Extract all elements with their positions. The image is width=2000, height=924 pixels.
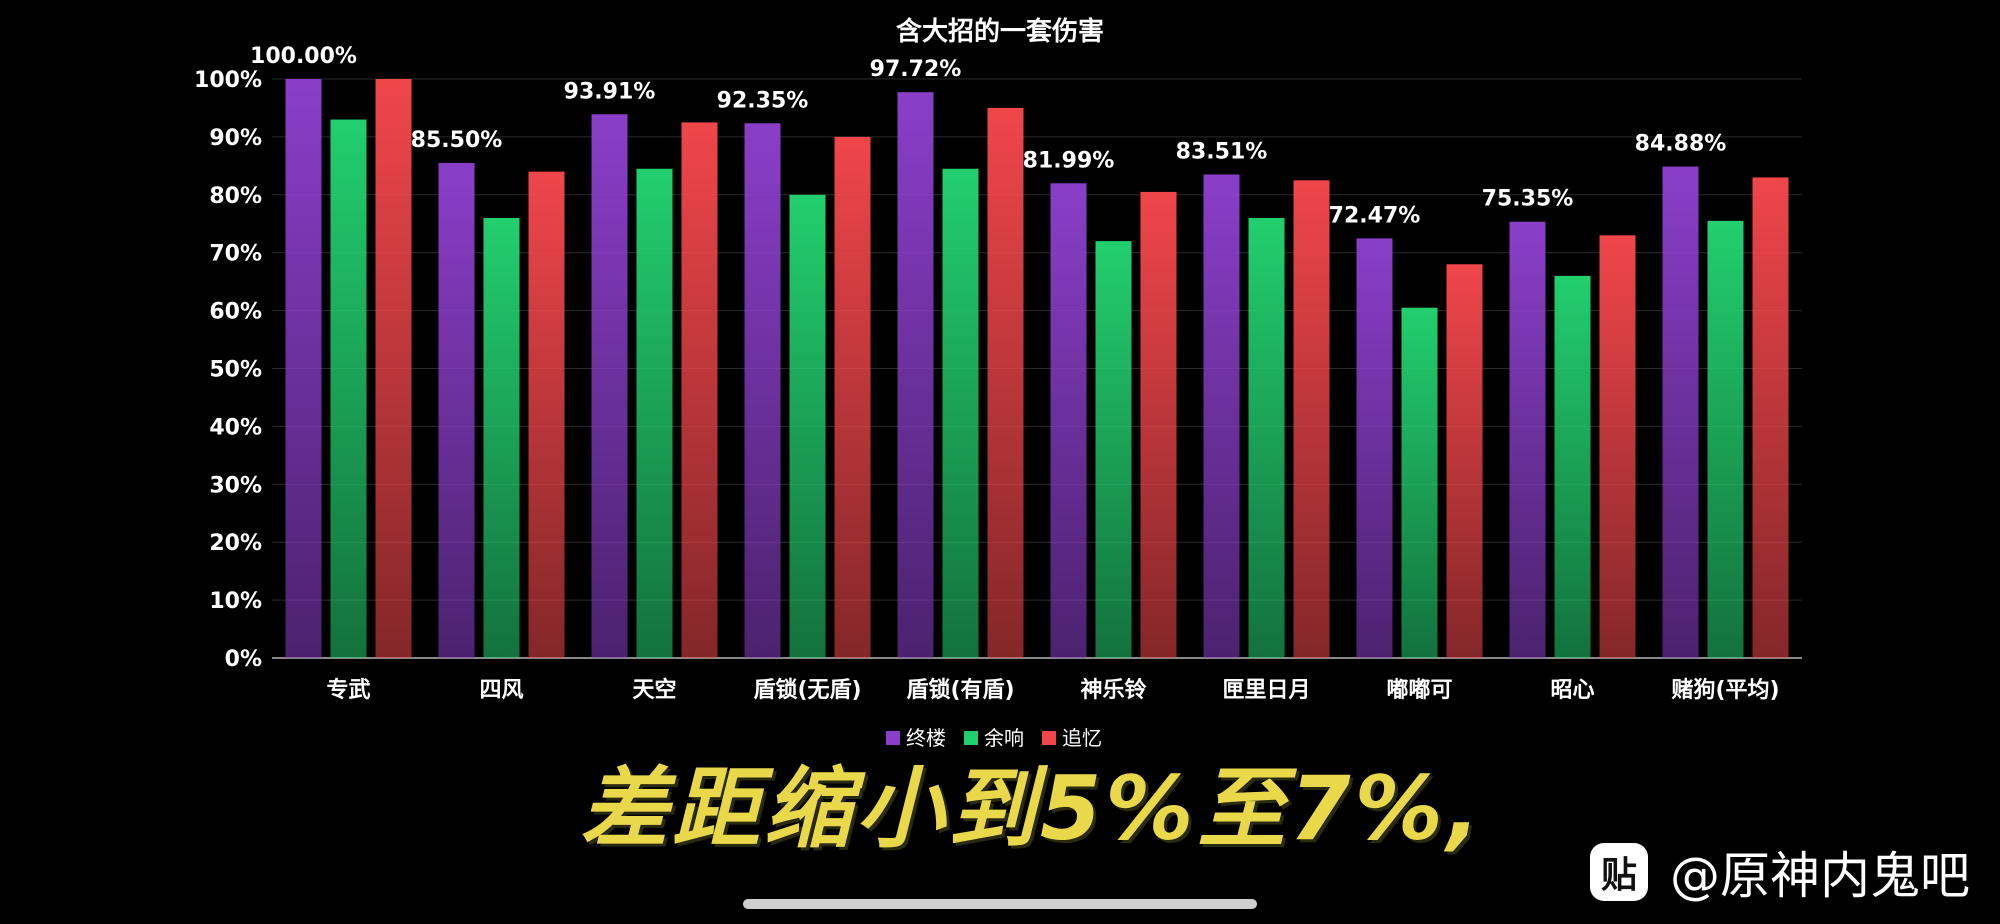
bar (1752, 177, 1789, 658)
data-label: 84.88% (1635, 132, 1727, 157)
y-tick-label: 100% (194, 68, 262, 93)
home-indicator[interactable] (743, 899, 1257, 909)
data-label: 85.50% (411, 128, 503, 153)
bar (1707, 220, 1744, 659)
bar (1095, 241, 1132, 658)
bar (897, 92, 934, 659)
x-tick-label: 天空 (632, 677, 676, 703)
x-tick-label: 赌狗(平均) (1671, 677, 1779, 703)
y-tick-label: 80% (209, 184, 262, 209)
data-label: 72.47% (1329, 203, 1421, 228)
x-tick-label: 盾锁(无盾) (753, 677, 861, 703)
x-tick-label: 专武 (326, 677, 370, 703)
bar (1599, 235, 1636, 658)
bar (1446, 264, 1483, 658)
data-label: 92.35% (717, 88, 809, 113)
bar (330, 119, 367, 658)
y-tick-label: 50% (209, 358, 262, 383)
bar (591, 114, 628, 658)
bar (1356, 238, 1393, 659)
bar (1140, 191, 1177, 658)
bar (528, 171, 565, 658)
x-tick-label: 嘟嘟可 (1386, 678, 1452, 703)
y-tick-label: 30% (209, 473, 262, 498)
x-tick-label: 神乐铃 (1080, 677, 1146, 703)
watermark-text: @原神内鬼吧 (1670, 847, 1970, 905)
bar (1401, 307, 1438, 658)
bar (1554, 275, 1591, 658)
x-tick-label: 盾锁(有盾) (906, 677, 1014, 703)
data-label: 93.91% (564, 79, 656, 104)
bar (681, 122, 718, 659)
y-tick-label: 40% (209, 415, 262, 440)
legend-label: 追忆 (1062, 726, 1102, 750)
chart-title: 含大招的一套伤害 (896, 16, 1104, 47)
watermark: 贴 @原神内鬼吧 (1590, 836, 1970, 908)
y-tick-label: 70% (209, 242, 262, 267)
bar (942, 168, 979, 658)
bar (1050, 183, 1087, 658)
y-tick-label: 90% (209, 126, 262, 151)
y-tick-label: 10% (209, 589, 262, 614)
bar (1203, 174, 1240, 658)
data-label: 83.51% (1176, 139, 1268, 164)
bar (744, 123, 781, 658)
legend-label: 余响 (984, 726, 1024, 750)
data-label: 75.35% (1482, 187, 1574, 212)
bar (1509, 221, 1546, 658)
bar (285, 79, 322, 658)
bar (483, 217, 520, 658)
legend-swatch (964, 731, 978, 745)
x-tick-label: 匣里日月 (1222, 678, 1310, 703)
bar (438, 162, 475, 658)
video-caption: 差距缩小到5%至7%, (580, 757, 1485, 860)
bar (1248, 217, 1285, 658)
legend-swatch (1042, 731, 1056, 745)
bar (1293, 180, 1330, 658)
bar (375, 79, 412, 658)
legend-label: 终楼 (906, 726, 946, 750)
y-tick-label: 20% (209, 531, 262, 556)
y-tick-label: 60% (209, 300, 262, 325)
data-label: 97.72% (870, 57, 962, 82)
data-label: 81.99% (1023, 148, 1115, 173)
x-tick-label: 四风 (479, 678, 523, 703)
bar (789, 194, 826, 659)
legend-swatch (886, 731, 900, 745)
bar (636, 168, 673, 658)
y-tick-label: 0% (225, 647, 262, 672)
bar (834, 136, 871, 658)
bar (987, 107, 1024, 658)
tieba-icon: 贴 (1590, 843, 1648, 901)
data-label: 100.00% (250, 44, 357, 69)
x-tick-label: 昭心 (1550, 678, 1594, 703)
bar (1662, 166, 1699, 658)
